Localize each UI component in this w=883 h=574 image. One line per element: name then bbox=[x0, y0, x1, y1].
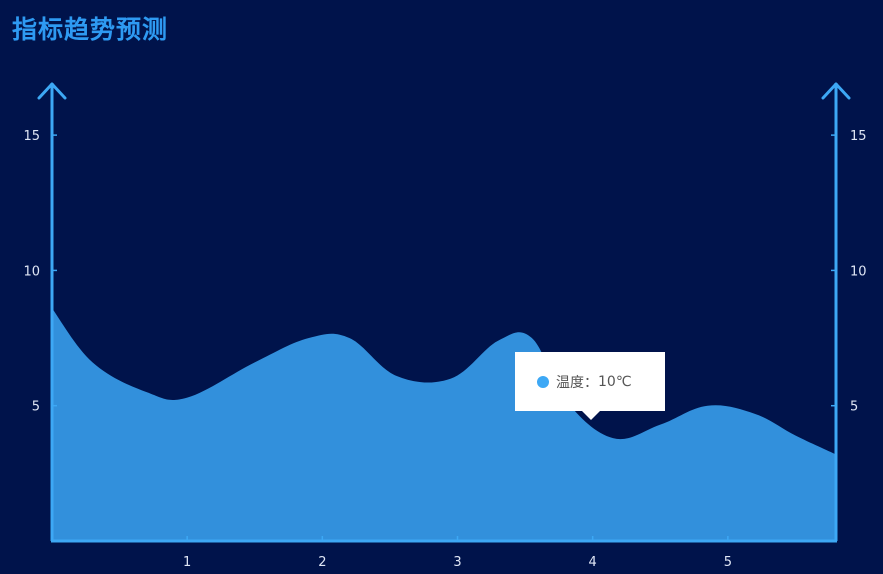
left-axis-arrow-icon bbox=[37, 82, 67, 100]
data-tooltip: 温度 ： 10℃ bbox=[515, 352, 665, 420]
left-y-tick-label: 15 bbox=[23, 129, 40, 144]
tooltip-series-name: 温度 bbox=[556, 374, 584, 391]
left-y-tick-label: 10 bbox=[23, 264, 40, 279]
right-axis-arrow-icon bbox=[821, 82, 851, 100]
x-tick-label: 2 bbox=[318, 555, 326, 570]
right-y-tick-label: 5 bbox=[850, 400, 858, 415]
right-y-tick-label: 15 bbox=[850, 129, 867, 144]
tooltip-value: 10℃ bbox=[598, 373, 632, 390]
left-y-tick-label: 5 bbox=[32, 400, 40, 415]
series-color-dot bbox=[537, 375, 549, 388]
x-tick-label: 3 bbox=[453, 555, 461, 570]
x-tick-label: 4 bbox=[589, 555, 597, 570]
series-area bbox=[52, 308, 836, 541]
right-y-tick-label: 10 bbox=[850, 264, 867, 279]
tooltip-separator: ： bbox=[584, 374, 598, 391]
x-tick-label: 5 bbox=[724, 555, 732, 570]
x-tick-label: 1 bbox=[183, 555, 191, 570]
chart-title: 指标趋势预测 bbox=[12, 15, 169, 44]
